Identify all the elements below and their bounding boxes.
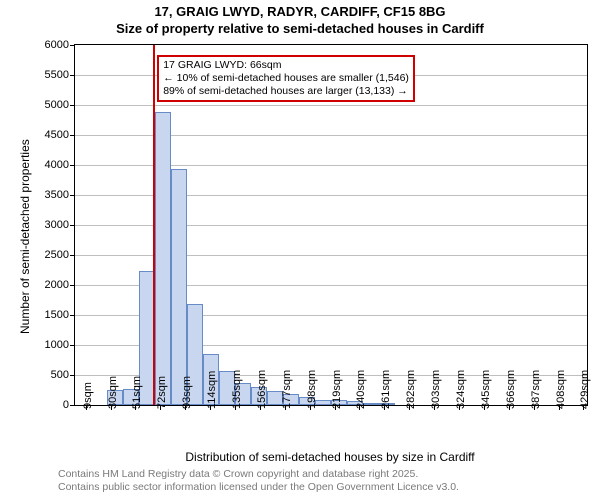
xtick-label: 324sqm [455,370,467,409]
xtick-label: 240sqm [355,370,367,409]
xtick-label: 366sqm [505,370,517,409]
ytick-label: 4500 [45,129,69,141]
ytick-mark [70,345,75,346]
x-axis-label: Distribution of semi-detached houses by … [74,450,586,464]
xtick-label: 135sqm [231,370,243,409]
xtick-label: 177sqm [281,370,293,409]
ytick-mark [70,285,75,286]
histogram-bar [155,112,171,405]
annotation-box: 17 GRAIG LWYD: 66sqm← 10% of semi-detach… [157,55,415,102]
gridline [75,255,587,256]
footer-attribution: Contains HM Land Registry data © Crown c… [58,468,459,494]
xtick-label: 387sqm [530,370,542,409]
ytick-mark [70,195,75,196]
xtick-label: 429sqm [579,370,591,409]
ytick-label: 4000 [45,159,69,171]
xtick-label: 114sqm [206,371,218,409]
xtick-label: 219sqm [331,370,343,409]
xtick-label: 282sqm [405,370,417,409]
xtick-label: 72sqm [156,376,168,409]
ytick-mark [70,165,75,166]
property-marker-line [153,45,155,405]
gridline [75,225,587,226]
ytick-label: 2500 [45,249,69,261]
ytick-label: 3000 [45,219,69,231]
ytick-label: 5500 [45,69,69,81]
ytick-label: 1500 [45,309,69,321]
ytick-mark [70,405,75,406]
ytick-label: 3500 [45,189,69,201]
ytick-mark [70,225,75,226]
ytick-label: 6000 [45,39,69,51]
ytick-label: 2000 [45,279,69,291]
footer-line1: Contains HM Land Registry data © Crown c… [58,468,459,481]
ytick-mark [70,315,75,316]
chart-container: 17, GRAIG LWYD, RADYR, CARDIFF, CF15 8BG… [0,0,600,500]
ytick-mark [70,255,75,256]
xtick-label: 93sqm [181,376,193,409]
ytick-mark [70,135,75,136]
ytick-mark [70,45,75,46]
chart-title-line1: 17, GRAIG LWYD, RADYR, CARDIFF, CF15 8BG [0,4,600,19]
gridline [75,165,587,166]
xtick-label: 303sqm [430,370,442,409]
plot-area: 0500100015002000250030003500400045005000… [74,44,588,406]
annotation-line: ← 10% of semi-detached houses are smalle… [163,72,409,85]
gridline [75,105,587,106]
ytick-mark [70,375,75,376]
ytick-label: 0 [63,399,69,411]
xtick-label: 156sqm [256,370,268,409]
xtick-label: 30sqm [107,376,119,409]
y-axis-label: Number of semi-detached properties [18,139,32,334]
xtick-label: 261sqm [380,370,392,409]
xtick-label: 408sqm [555,370,567,409]
xtick-label: 9sqm [82,382,94,409]
gridline [75,135,587,136]
ytick-label: 1000 [45,339,69,351]
ytick-label: 5000 [45,99,69,111]
ytick-mark [70,75,75,76]
ytick-mark [70,105,75,106]
annotation-line: 17 GRAIG LWYD: 66sqm [163,59,409,72]
xtick-label: 345sqm [480,370,492,409]
gridline [75,195,587,196]
chart-title-line2: Size of property relative to semi-detach… [0,21,600,36]
footer-line2: Contains public sector information licen… [58,481,459,494]
annotation-line: 89% of semi-detached houses are larger (… [163,85,409,98]
xtick-label: 198sqm [306,370,318,409]
histogram-bar [171,169,187,405]
xtick-label: 51sqm [131,376,143,409]
ytick-label: 500 [51,369,69,381]
